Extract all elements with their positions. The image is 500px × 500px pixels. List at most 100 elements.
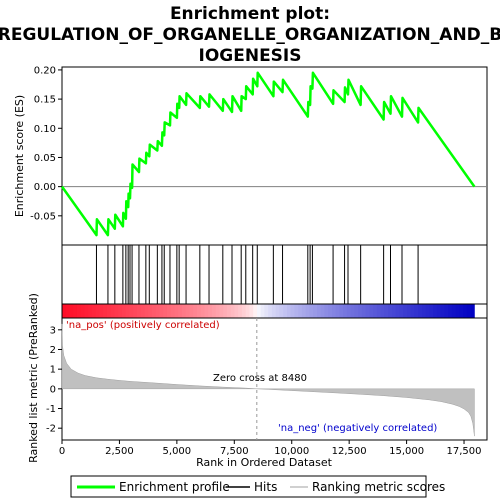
es-ytick-label: 0.10 [34, 124, 56, 135]
colorbar-segment [309, 304, 314, 318]
colorbar-segment [144, 304, 149, 318]
colorbar-segment [80, 304, 85, 318]
colorbar-segment [129, 304, 134, 318]
colorbar-segment [159, 304, 164, 318]
colorbar-segment [286, 304, 292, 318]
colorbar-segment [73, 304, 78, 318]
colorbar-segment [283, 304, 288, 318]
colorbar-segment [279, 304, 284, 318]
colorbar-segment [444, 304, 449, 318]
colorbar-segment [219, 304, 224, 318]
xtick-label: 17,500 [447, 446, 482, 457]
colorbar-segment [249, 304, 254, 318]
colorbar-segment [193, 304, 198, 318]
colorbar-segment [301, 304, 307, 318]
colorbar-segment [106, 304, 112, 318]
colorbar-segment [354, 304, 359, 318]
colorbar-segment [470, 304, 475, 318]
xtick-label: 5,000 [163, 446, 192, 457]
colorbar-segment [121, 304, 127, 318]
colorbar-segment [391, 304, 397, 318]
enrichment-profile-line [60, 71, 476, 237]
colorbar-segment [151, 304, 157, 318]
colorbar-segment [241, 304, 247, 318]
colorbar-segment [125, 304, 130, 318]
colorbar-segment [380, 304, 385, 318]
colorbar-segment [365, 304, 370, 318]
colorbar-segment [99, 304, 104, 318]
colorbar-segment [189, 304, 194, 318]
es-ytick-label: 0.05 [34, 153, 56, 164]
colorbar-segment [238, 304, 243, 318]
colorbar-segment [271, 304, 277, 318]
es-y-axis: -0.05 0.00 0.05 0.10 0.15 0.20 [30, 65, 62, 222]
colorbar-segment [275, 304, 280, 318]
colorbar-segment [421, 304, 427, 318]
xtick-label: 10,000 [274, 446, 309, 457]
colorbar-segment [298, 304, 303, 318]
colorbar-segment [253, 304, 258, 318]
colorbar-segment [361, 304, 367, 318]
colorbar-segment [373, 304, 378, 318]
colorbar-segment [388, 304, 393, 318]
colorbar-segment [316, 304, 322, 318]
colorbar-segment [76, 304, 82, 318]
legend-es-label: Enrichment profile [119, 480, 230, 494]
colorbar-segment [451, 304, 457, 318]
x-axis: 0 2,500 5,000 7,500 10,000 12,500 15,000 17,500 [59, 440, 482, 457]
colorbar-segment [403, 304, 408, 318]
title-line-3: IOGENESIS [199, 46, 302, 66]
colorbar-segment [320, 304, 325, 318]
colorbar-segment [245, 304, 250, 318]
colorbar-segment [429, 304, 434, 318]
colorbar-segment [88, 304, 93, 318]
colorbar-segment [133, 304, 138, 318]
colorbar-segment [196, 304, 202, 318]
colorbar-segment [62, 304, 67, 318]
colorbar-segment [181, 304, 187, 318]
xtick-label: 15,000 [389, 446, 424, 457]
colorbar-segment [448, 304, 453, 318]
colorbar-segment [305, 304, 310, 318]
colorbar-segment [226, 304, 232, 318]
metric-area-path [61, 323, 475, 437]
es-profile-polyline [60, 71, 476, 237]
colorbar-segment [200, 304, 205, 318]
xtick-label: 2,500 [105, 446, 134, 457]
metric-ytick-label: -2 [46, 424, 56, 435]
colorbar-segment [376, 304, 382, 318]
colorbar-segment [268, 304, 273, 318]
es-y-axis-label: Enrichment score (ES) [13, 95, 26, 217]
metric-ytick-label: -1 [46, 404, 56, 415]
colorbar-segment [118, 304, 123, 318]
hits-ticks [95, 245, 419, 304]
colorbar-segment [459, 304, 464, 318]
colorbar-segment [215, 304, 220, 318]
es-ytick-label: 0.00 [34, 182, 56, 193]
colorbar-segment [185, 304, 190, 318]
colorbar-segment [148, 304, 153, 318]
colorbar-segment [455, 304, 460, 318]
colorbar-segment [256, 304, 262, 318]
colorbar-segment [440, 304, 445, 318]
colorbar-segment [110, 304, 115, 318]
colorbar-segment [425, 304, 430, 318]
colorbar-segment [166, 304, 172, 318]
colorbar-segment [91, 304, 97, 318]
colorbar-segment [369, 304, 374, 318]
colorbar-segment [313, 304, 318, 318]
metric-ytick-label: 1 [50, 365, 56, 376]
colorbar-segment [406, 304, 412, 318]
colorbar-segment [114, 304, 119, 318]
colorbar-segment [350, 304, 355, 318]
colorbar-segment [384, 304, 389, 318]
pos-correlated-label: 'na_pos' (positively correlated) [66, 320, 220, 331]
colorbar-segment [463, 304, 468, 318]
colorbar-segment [260, 304, 265, 318]
title-line-2: REGULATION_OF_ORGANELLE_ORGANIZATION_AND… [0, 25, 500, 45]
colorbar-segment [155, 304, 160, 318]
colorbar-segment [136, 304, 142, 318]
colorbar-segment [399, 304, 404, 318]
colorbar-segment [264, 304, 269, 318]
